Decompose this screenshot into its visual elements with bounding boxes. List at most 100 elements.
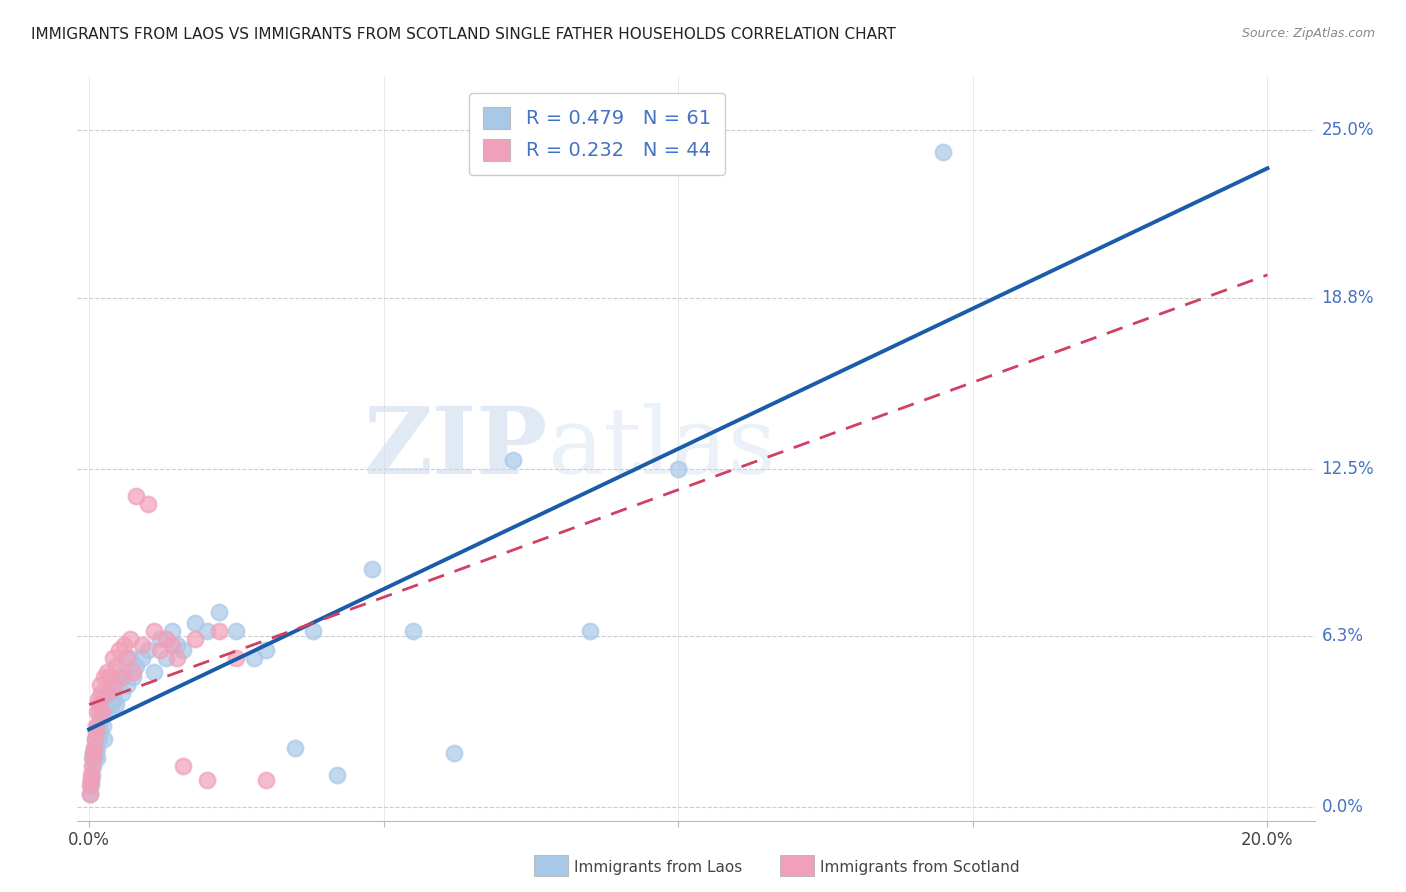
Point [110,670,132,684]
Text: ZIP: ZIP [363,403,547,493]
Text: 0.0%: 0.0% [1322,798,1364,816]
Point [103,678,125,692]
Point [82,751,104,765]
Point [142,665,165,679]
Point [122,670,145,684]
Point [86,740,108,755]
Point [105,697,128,711]
Point [184,632,207,647]
Point [97,686,120,700]
Text: 18.8%: 18.8% [1322,289,1374,307]
Point [136,643,159,657]
Point [80,767,103,781]
Point [254,643,277,657]
Point [195,624,218,638]
Point [243,651,266,665]
Point [125,659,148,673]
Point [114,665,136,679]
Point [101,678,124,692]
Point [225,651,247,665]
Point [84,724,107,739]
Point [98,670,121,684]
Point [80,767,103,781]
Point [136,497,159,511]
Point [184,615,207,630]
Point [87,732,110,747]
Point [225,624,247,638]
Point [172,759,194,773]
Point [131,651,153,665]
Point [666,461,689,475]
Point [122,665,145,679]
Point [93,732,115,747]
Point [91,719,114,733]
Point [98,686,121,700]
Point [91,706,114,720]
Point [932,145,955,159]
Point [160,624,183,638]
Text: Immigrants from Laos: Immigrants from Laos [574,860,742,874]
Point [101,651,124,665]
Point [117,678,139,692]
Point [89,678,111,692]
Point [84,732,107,747]
Point [149,632,172,647]
Point [100,697,122,711]
Point [90,697,112,711]
Point [149,643,172,657]
Legend: R = 0.479   N = 61, R = 0.232   N = 44: R = 0.479 N = 61, R = 0.232 N = 44 [470,93,724,175]
Point [110,686,132,700]
Point [87,697,110,711]
Point [125,489,148,503]
Point [89,724,111,739]
Point [361,562,384,576]
Point [90,686,112,700]
Point [302,624,325,638]
Point [579,624,602,638]
Point [443,746,465,760]
Text: Immigrants from Scotland: Immigrants from Scotland [820,860,1019,874]
Point [131,638,153,652]
Point [120,632,142,647]
Point [80,772,103,787]
Point [120,651,142,665]
Point [107,643,129,657]
Point [166,638,188,652]
Point [83,740,105,755]
Point [254,772,277,787]
Point [208,605,231,619]
Point [82,746,104,760]
Point [155,651,177,665]
Point [90,714,112,728]
Point [93,670,115,684]
Point [325,767,347,781]
Point [82,759,104,773]
Point [86,706,108,720]
Point [80,779,103,793]
Point [79,787,101,801]
Point [87,719,110,733]
Point [97,706,120,720]
Text: atlas: atlas [547,403,776,493]
Point [107,670,129,684]
Point [172,643,194,657]
Text: 12.5%: 12.5% [1322,459,1374,477]
Point [79,779,101,793]
Point [117,651,139,665]
Point [284,740,307,755]
Point [104,659,127,673]
Point [84,746,107,760]
Point [80,772,103,787]
Point [80,751,103,765]
Point [84,732,107,747]
Text: 6.3%: 6.3% [1322,627,1364,646]
Text: Source: ZipAtlas.com: Source: ZipAtlas.com [1241,27,1375,40]
Point [103,691,125,706]
Point [402,624,425,638]
Point [79,787,101,801]
Text: 25.0%: 25.0% [1322,121,1374,139]
Point [502,453,524,467]
Point [84,719,107,733]
Point [96,665,118,679]
Point [83,751,105,765]
